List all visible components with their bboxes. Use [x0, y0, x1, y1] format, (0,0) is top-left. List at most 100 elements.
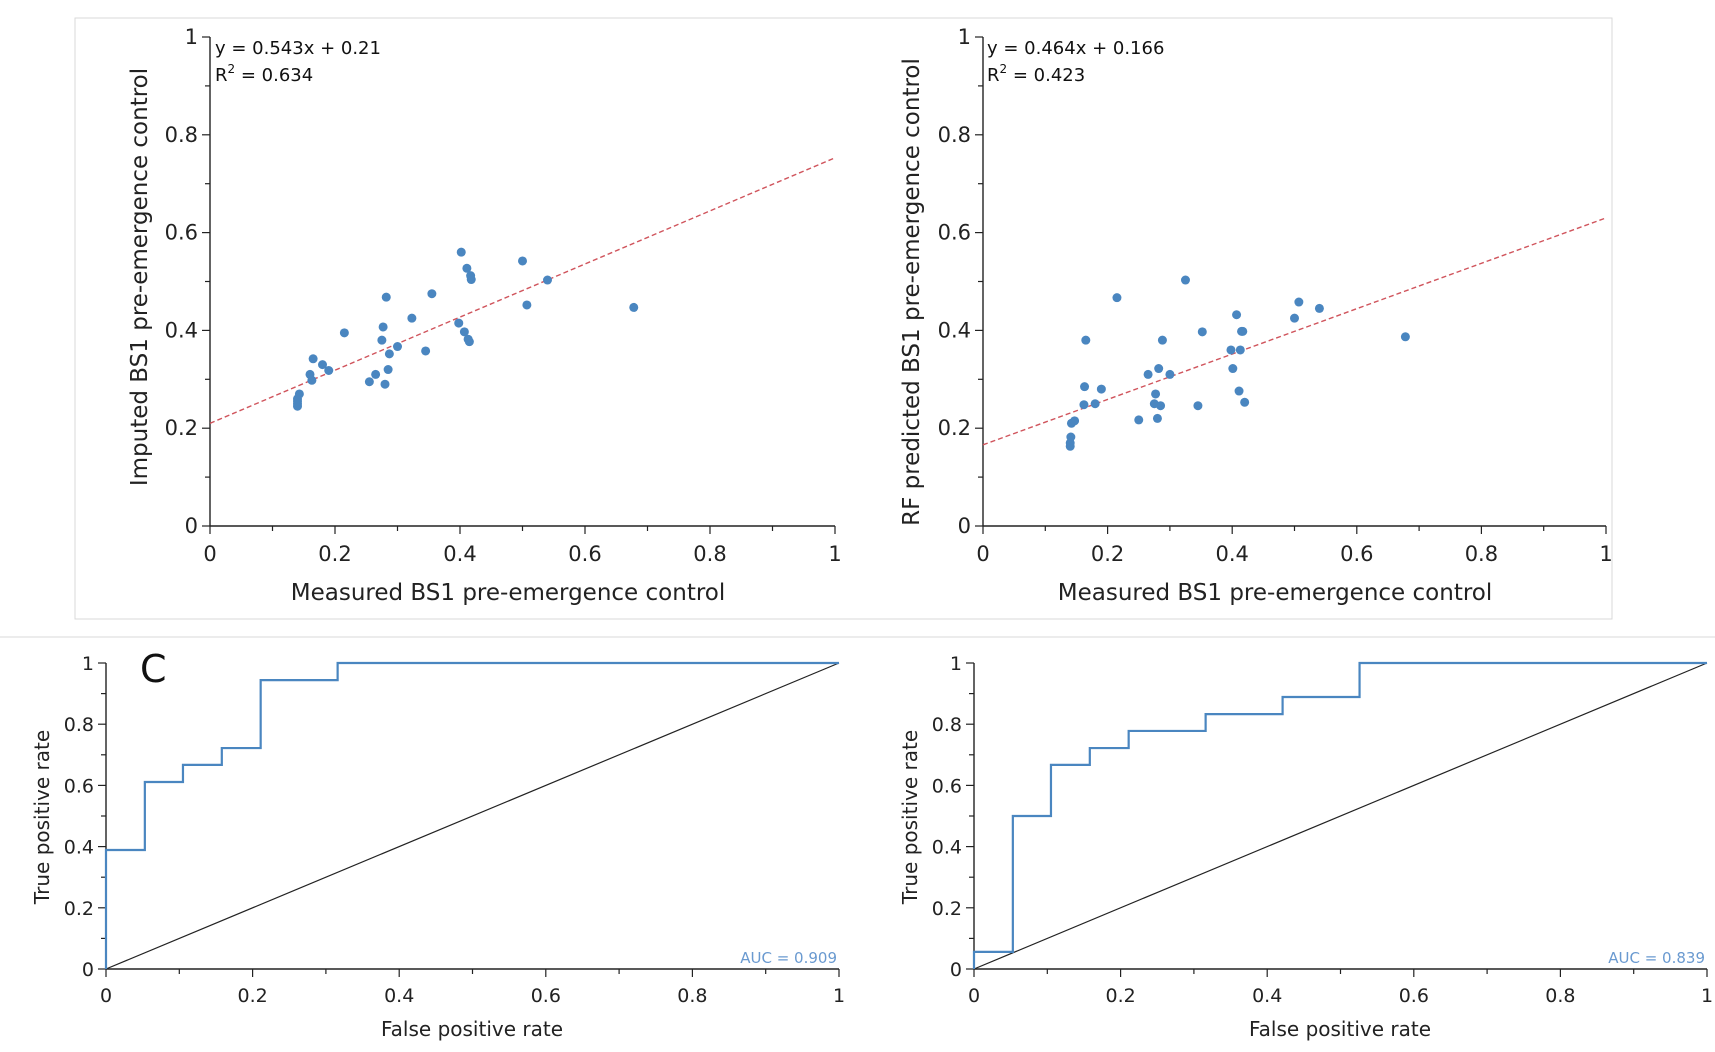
x-tick-label: 0.4	[384, 985, 414, 1007]
x-tick-label: 0.8	[1465, 542, 1498, 566]
regression-equation: y = 0.464x + 0.166	[987, 38, 1164, 59]
data-point	[380, 379, 390, 389]
y-tick-label: 0.2	[165, 416, 198, 440]
chance-diagonal-line	[973, 662, 1708, 970]
y-tick-label: 1	[950, 653, 962, 675]
x-tick-label: 0	[203, 542, 216, 566]
auc-label: AUC = 0.839	[1608, 949, 1705, 967]
x-tick-label: 1	[1701, 985, 1713, 1007]
data-point	[1151, 389, 1161, 399]
data-point	[456, 247, 466, 257]
data-point	[393, 342, 402, 352]
y-tick-label: 0.6	[64, 775, 94, 797]
data-point	[1180, 275, 1190, 285]
data-point	[1235, 345, 1245, 355]
y-tick-label: 1	[185, 25, 198, 49]
y-tick-label: 0.8	[64, 714, 94, 736]
scatter-panels-frame	[74, 17, 1613, 620]
data-point	[318, 360, 327, 370]
x-axis-title: Measured BS1 pre-emergence control	[1058, 580, 1493, 606]
data-point	[377, 335, 387, 345]
y-tick-label: 0.8	[165, 123, 198, 147]
data-point	[1400, 332, 1410, 342]
data-point	[1156, 401, 1166, 411]
x-axis-title: False positive rate	[381, 1017, 563, 1041]
data-point	[307, 375, 317, 385]
y-tick-label: 0.2	[64, 898, 94, 920]
data-point	[384, 349, 394, 359]
auc-label: AUC = 0.909	[740, 949, 837, 967]
data-point	[1152, 413, 1162, 423]
x-tick-label: 0	[976, 542, 989, 566]
data-point	[1066, 432, 1076, 442]
x-tick-label: 0.6	[531, 985, 561, 1007]
data-point	[364, 377, 374, 387]
roc-chart-imputed: AUC = 0.909 False positive rate True pos…	[30, 653, 845, 1041]
x-axis-title: False positive rate	[1249, 1017, 1431, 1041]
data-point	[1165, 369, 1175, 379]
data-point	[1197, 327, 1207, 337]
y-tick-label: 0.2	[938, 416, 971, 440]
data-point	[1240, 397, 1250, 407]
data-point	[1294, 297, 1304, 307]
data-point	[427, 289, 437, 299]
data-point	[1081, 335, 1091, 345]
roc-chart-rf-predicted: AUC = 0.839 False positive rate True pos…	[898, 653, 1713, 1041]
data-point	[339, 328, 349, 338]
x-tick-label: 1	[828, 542, 841, 566]
y-tick-label: 1	[958, 25, 971, 49]
y-axis-title: True positive rate	[30, 730, 54, 905]
r-squared-label: R2 = 0.423	[987, 62, 1085, 86]
x-tick-label: 0.6	[1340, 542, 1373, 566]
data-point	[459, 327, 469, 337]
data-point	[421, 346, 431, 356]
data-point	[308, 354, 318, 364]
data-point	[324, 365, 334, 375]
x-tick-label: 1	[1599, 542, 1612, 566]
y-tick-label: 0.8	[938, 123, 971, 147]
data-point	[1090, 399, 1100, 409]
x-axis-title: Measured BS1 pre-emergence control	[291, 580, 726, 606]
y-tick-label: 0.4	[932, 837, 962, 859]
data-point	[466, 275, 476, 285]
y-tick-label: 1	[82, 653, 94, 675]
data-point	[454, 318, 464, 328]
x-tick-label: 0.2	[318, 542, 351, 566]
data-point	[1193, 401, 1203, 411]
y-tick-label: 0.4	[938, 318, 971, 342]
data-point	[1228, 364, 1238, 374]
x-tick-label: 0.8	[1545, 985, 1575, 1007]
data-point	[1143, 369, 1153, 379]
data-point	[464, 337, 474, 347]
data-point	[294, 389, 304, 399]
data-point	[371, 369, 381, 379]
data-point	[1226, 345, 1236, 355]
regression-line	[209, 157, 836, 424]
data-point	[383, 365, 393, 375]
data-point	[1134, 415, 1144, 425]
data-point	[629, 302, 639, 312]
data-point	[1070, 416, 1080, 426]
x-tick-label: 0.2	[1105, 985, 1135, 1007]
data-point	[1080, 382, 1090, 392]
scatter-chart-imputed: y = 0.543x + 0.21 R2 = 0.634 Measured BS…	[127, 25, 842, 606]
y-tick-label: 0.2	[932, 898, 962, 920]
x-tick-label: 1	[833, 985, 845, 1007]
roc-curve	[104, 661, 839, 969]
data-point	[522, 300, 532, 310]
data-point	[381, 292, 391, 302]
data-point	[1157, 335, 1167, 345]
r-squared-label: R2 = 0.634	[215, 62, 313, 86]
regression-line	[982, 217, 1607, 446]
x-tick-label: 0.4	[1252, 985, 1282, 1007]
data-point	[1290, 313, 1299, 323]
data-point	[1096, 384, 1106, 394]
chance-diagonal-line	[105, 662, 840, 970]
y-tick-label: 0.4	[64, 837, 94, 859]
scatter-chart-rf-predicted: y = 0.464x + 0.166 R2 = 0.423 Measured B…	[899, 25, 1613, 606]
x-tick-label: 0.2	[237, 985, 267, 1007]
y-tick-label: 0	[82, 959, 94, 981]
y-tick-label: 0	[185, 514, 198, 538]
y-tick-label: 0.8	[932, 714, 962, 736]
